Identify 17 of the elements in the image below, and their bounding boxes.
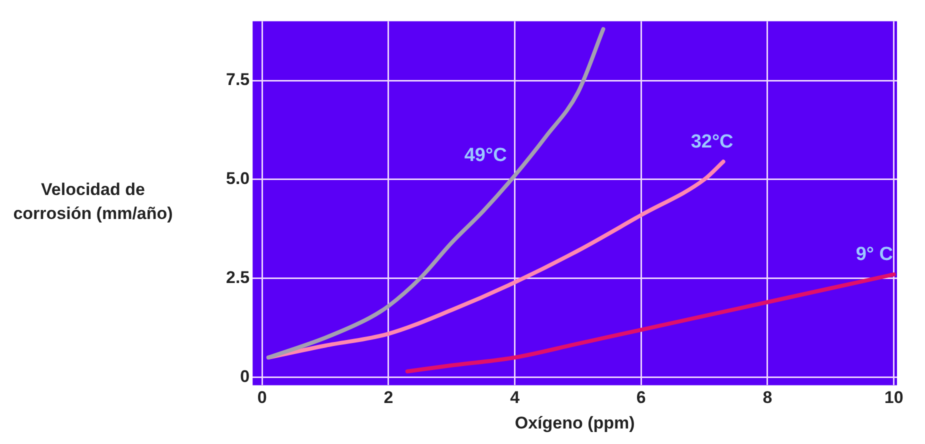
x-tick-label: 10 <box>884 388 904 408</box>
series-label: 9° C <box>856 244 894 266</box>
x-tick-label: 2 <box>384 388 394 408</box>
y-axis-title: Velocidad de corrosión (mm/año) <box>12 179 174 225</box>
x-tick-label: 6 <box>636 388 646 408</box>
y-tick-label: 7.5 <box>226 70 250 90</box>
x-tick-label: 8 <box>762 388 772 408</box>
x-axis-title: Oxígeno (ppm) <box>514 413 635 432</box>
y-tick-label: 2.5 <box>226 268 250 288</box>
series-label: 32°C <box>690 131 734 152</box>
x-tick-label: 0 <box>257 388 267 408</box>
line-series <box>405 272 896 374</box>
x-tick-label: 4 <box>510 388 520 408</box>
line-series <box>266 27 606 360</box>
y-tick-label: 5.0 <box>226 169 250 188</box>
series-label: 49°C <box>464 145 508 166</box>
y-tick-label: 0 <box>240 366 250 386</box>
